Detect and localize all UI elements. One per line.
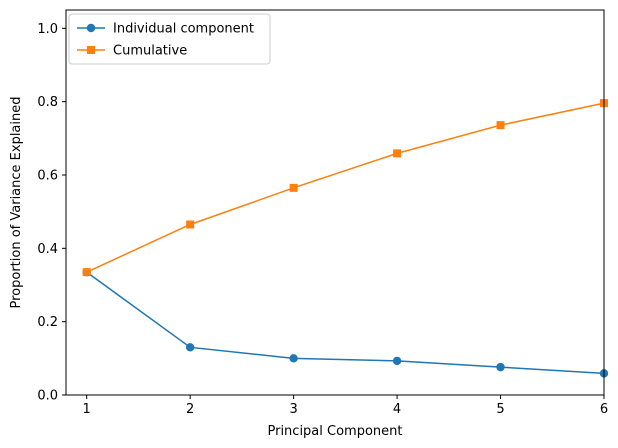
x-tick-label: 3 — [289, 402, 297, 417]
x-tick-label: 1 — [83, 402, 91, 417]
legend: Individual component Cumulative — [68, 13, 271, 65]
legend-label: Individual component — [113, 22, 254, 37]
series-1 — [82, 267, 609, 378]
x-tick-label: 6 — [600, 402, 608, 417]
series-line — [86, 102, 605, 273]
y-tick-label: 0.0 — [37, 389, 58, 404]
x-tick-label: 2 — [186, 402, 194, 417]
y-tick-label: 0.8 — [37, 95, 58, 110]
y-axis-title: Proportion of Variance Explained — [9, 97, 24, 309]
data-point — [185, 343, 195, 352]
data-point — [392, 356, 402, 366]
x-tick-label: 4 — [393, 402, 401, 417]
data-point — [393, 149, 402, 158]
x-tick-label: 5 — [496, 402, 504, 417]
legend-box — [68, 13, 271, 65]
legend-marker — [86, 23, 96, 33]
legend-marker — [87, 46, 95, 54]
data-point — [82, 268, 91, 277]
data-point — [289, 354, 298, 363]
series-2 — [82, 99, 608, 277]
y-tick-label: 0.2 — [37, 315, 58, 330]
data-point — [186, 220, 195, 229]
data-point — [496, 362, 505, 372]
series-line — [86, 271, 605, 375]
y-tick-label: 0.4 — [37, 242, 58, 257]
legend-label: Cumulative — [113, 44, 187, 59]
legend-item: Individual component — [77, 22, 254, 37]
data-point — [496, 121, 505, 130]
data-point — [289, 183, 298, 192]
plot-frame — [65, 9, 605, 396]
x-axis-title: Principal Component — [267, 424, 402, 439]
y-tick-label: 1.0 — [37, 22, 58, 37]
legend-item: Cumulative — [77, 44, 187, 59]
y-tick-label: 0.6 — [37, 169, 58, 184]
